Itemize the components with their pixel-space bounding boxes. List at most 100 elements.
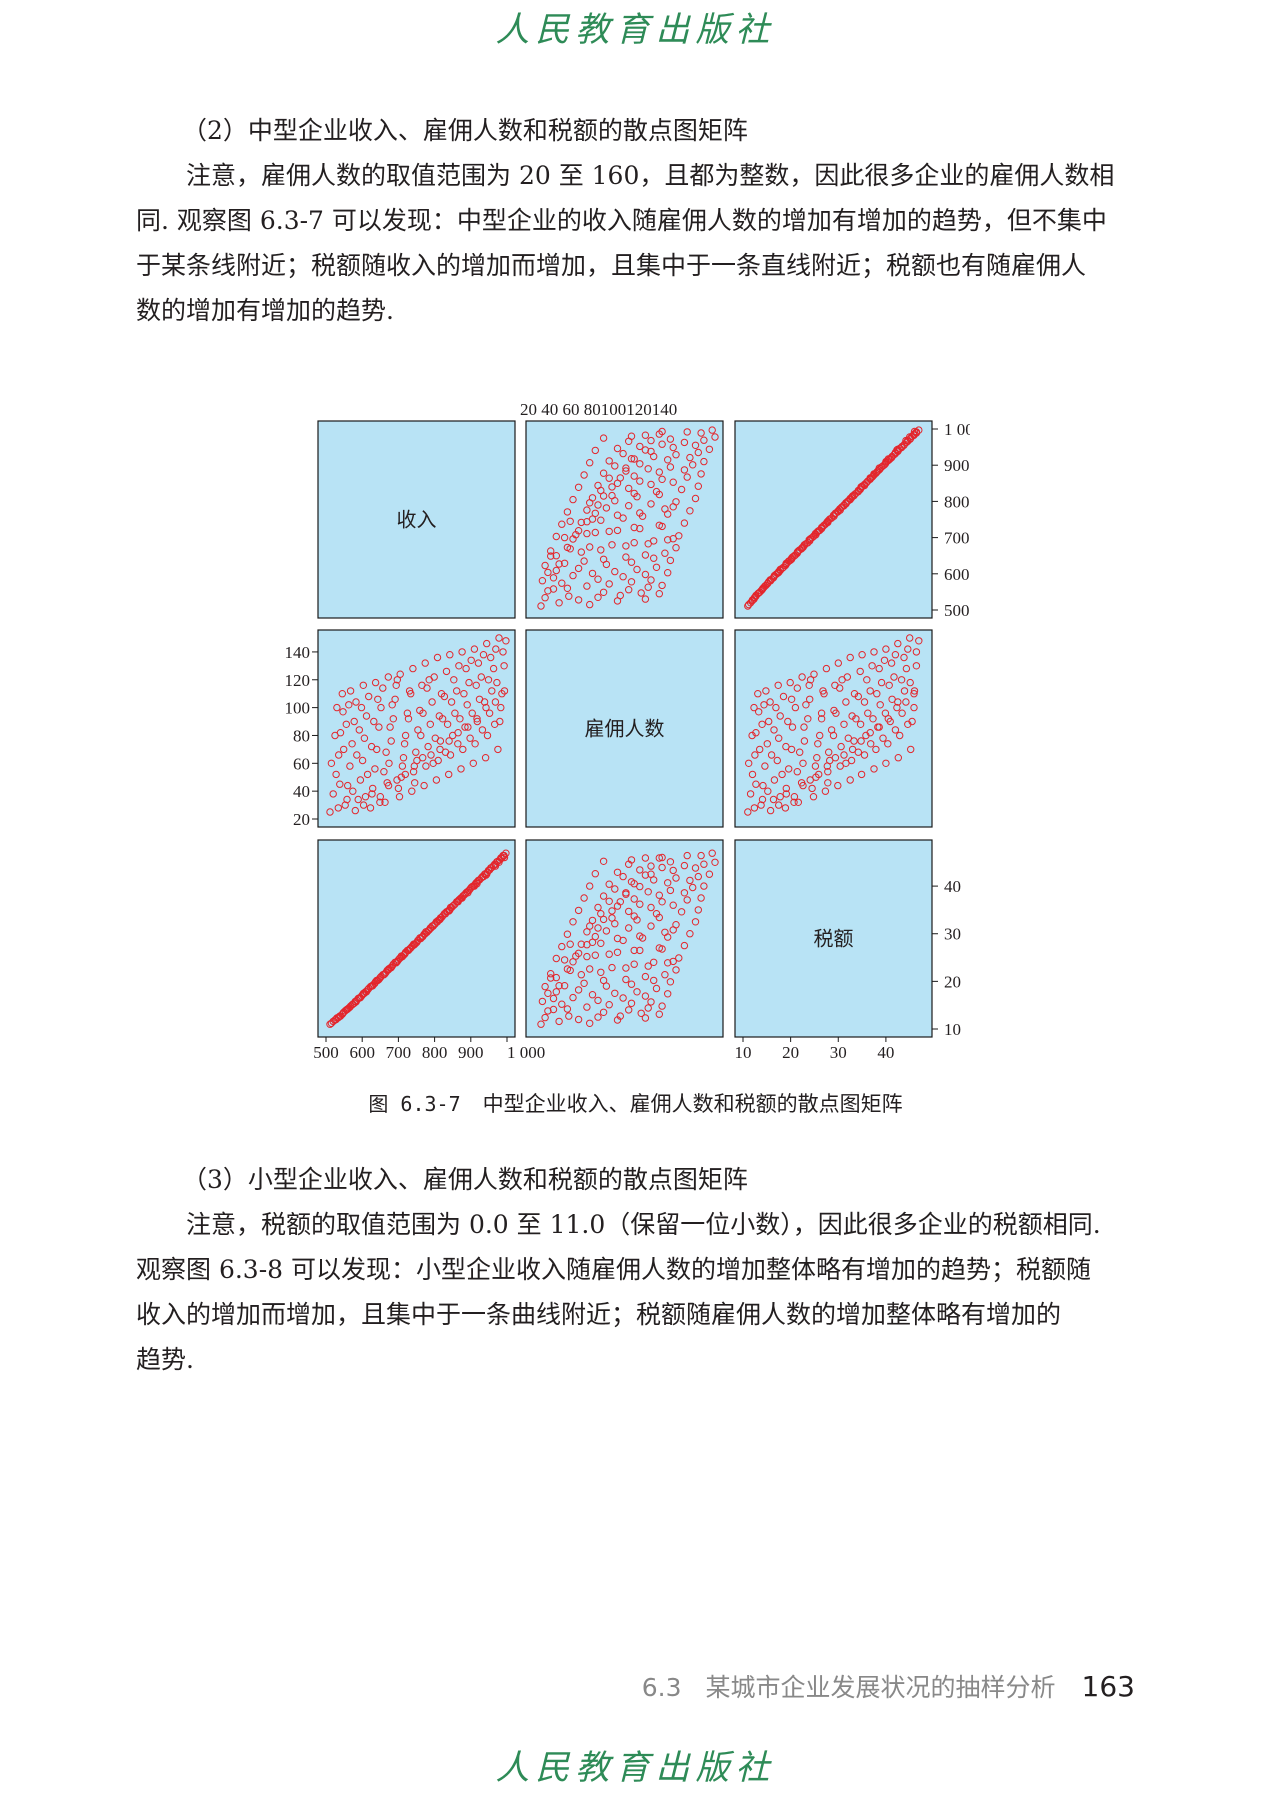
- data-point: [616, 898, 624, 906]
- data-point: [594, 575, 602, 583]
- data-point: [417, 731, 425, 740]
- data-point: [605, 457, 613, 465]
- data-point: [566, 940, 574, 948]
- data-point: [711, 433, 719, 441]
- data-point: [902, 436, 910, 445]
- paragraph-line: 注意，雇佣人数的取值范围为 20 至 160，且都为整数，因此很多企业的雇佣人数…: [186, 161, 1115, 190]
- data-point: [462, 664, 470, 673]
- data-point: [355, 726, 364, 734]
- data-point: [331, 731, 339, 740]
- data-point: [630, 960, 638, 968]
- data-point: [890, 673, 898, 681]
- data-point: [422, 762, 430, 770]
- panel-variable-label: 雇佣人数: [585, 717, 665, 741]
- data-point: [813, 754, 821, 762]
- data-point: [810, 670, 818, 678]
- data-point: [844, 497, 852, 505]
- data-point: [900, 653, 908, 662]
- data-point: [335, 751, 343, 759]
- data-point: [541, 1013, 549, 1022]
- data-point: [586, 600, 594, 609]
- data-point: [483, 731, 492, 740]
- data-point: [705, 870, 714, 878]
- data-point: [887, 453, 896, 462]
- data-point: [569, 958, 577, 966]
- data-point: [541, 561, 549, 570]
- data-point: [837, 742, 845, 751]
- data-point: [599, 857, 608, 865]
- data-point: [454, 729, 462, 737]
- data-point: [569, 495, 577, 504]
- data-point: [343, 1005, 351, 1014]
- data-point: [329, 790, 337, 798]
- data-point: [745, 759, 753, 767]
- data-point: [613, 526, 622, 535]
- data-point: [622, 467, 630, 475]
- data-point: [420, 781, 428, 790]
- data-point: [655, 1010, 663, 1018]
- scatter-panel-税额-税额: 税额: [734, 839, 933, 1038]
- data-point: [666, 463, 675, 471]
- data-point: [619, 514, 627, 522]
- data-point: [436, 745, 444, 754]
- data-point: [625, 586, 633, 594]
- data-point: [787, 745, 796, 754]
- data-point: [691, 864, 700, 872]
- data-point: [625, 502, 633, 510]
- data-point: [574, 906, 583, 915]
- data-point: [386, 723, 394, 731]
- data-point: [410, 941, 419, 949]
- right-axis-tick-label: 40: [944, 877, 961, 896]
- data-point: [806, 535, 814, 543]
- data-point: [583, 582, 591, 590]
- data-point: [910, 427, 919, 436]
- data-point: [842, 759, 850, 767]
- data-point: [850, 690, 859, 698]
- data-point: [425, 676, 433, 684]
- data-point: [669, 478, 677, 486]
- data-point: [339, 708, 347, 716]
- data-point: [866, 474, 874, 482]
- data-point: [594, 1013, 602, 1021]
- data-point: [454, 740, 462, 748]
- data-point: [466, 734, 474, 742]
- bottom-axis-tick-label: 10: [735, 1043, 752, 1062]
- data-point: [379, 684, 387, 692]
- data-point: [594, 501, 602, 509]
- data-point: [437, 690, 446, 698]
- data-point: [630, 946, 638, 955]
- data-point: [647, 862, 655, 870]
- data-point: [887, 659, 896, 667]
- data-point: [605, 1001, 613, 1009]
- data-point: [419, 932, 427, 941]
- data-point: [376, 973, 385, 982]
- right-axis-tick-label: 30: [944, 925, 961, 944]
- data-point: [658, 898, 666, 906]
- data-point: [694, 906, 702, 914]
- data-point: [627, 558, 636, 566]
- data-point: [366, 804, 375, 812]
- data-point: [748, 731, 756, 740]
- data-point: [655, 891, 663, 899]
- data-point: [641, 446, 650, 454]
- data-point: [898, 709, 906, 717]
- data-point: [846, 494, 854, 503]
- data-point: [627, 980, 636, 988]
- data-point: [594, 903, 602, 912]
- data-point: [829, 731, 838, 740]
- data-point: [873, 690, 881, 698]
- data-point: [569, 535, 577, 543]
- data-point: [661, 971, 669, 979]
- data-point: [885, 681, 893, 689]
- data-point: [834, 781, 842, 790]
- data-point: [597, 546, 605, 554]
- data-point: [744, 808, 752, 816]
- data-point: [848, 712, 856, 720]
- data-point: [800, 737, 809, 745]
- data-point: [446, 906, 454, 914]
- data-point: [622, 464, 630, 472]
- data-point: [647, 576, 655, 584]
- data-point: [566, 517, 574, 526]
- data-point: [541, 594, 549, 602]
- data-point: [680, 466, 689, 474]
